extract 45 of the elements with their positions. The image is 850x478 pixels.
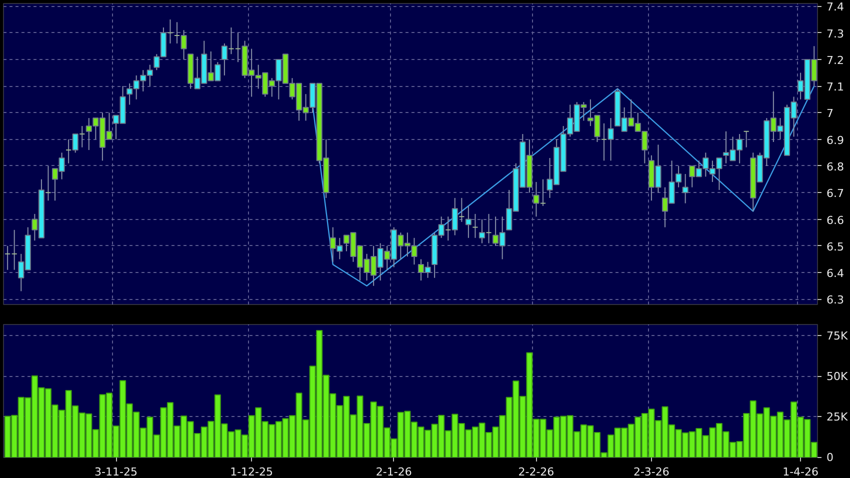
candlestick (11, 229, 18, 270)
x-tick-label: 2-2-26 (518, 466, 554, 478)
x-tick-label: 2-1-26 (376, 466, 412, 478)
y-tick-label: 75K (826, 329, 848, 342)
candlestick (682, 173, 688, 204)
y-tick-label: 25K (826, 410, 848, 424)
candlestick (533, 181, 540, 218)
y-tick-label: 7.4 (826, 0, 844, 14)
candlestick (79, 126, 86, 148)
candlestick (72, 134, 78, 154)
y-tick-label: 6.7 (826, 187, 844, 200)
candlestick (458, 197, 465, 222)
x-tick-label: 3-11-25 (94, 466, 138, 478)
candlestick (66, 138, 72, 164)
candlestick (540, 178, 546, 206)
candlestick (180, 30, 187, 60)
candlestick (174, 22, 180, 44)
y-tick-label: 7.2 (826, 54, 844, 67)
candlestick (472, 213, 478, 238)
y-tick-label: 50K (826, 370, 848, 383)
candlestick (478, 218, 486, 244)
y-tick-label: 6.3 (826, 294, 844, 307)
y-tick-label: 6.5 (826, 240, 844, 254)
candlestick (4, 245, 11, 270)
y-tick-label: 6.4 (826, 267, 844, 280)
x-tick-label: 1-12-25 (230, 466, 274, 478)
y-tick-label: 0 (826, 451, 834, 464)
candlestick (486, 213, 492, 244)
candlestick (221, 42, 228, 76)
candlestick (45, 165, 52, 202)
y-tick-label: 6.8 (826, 160, 844, 174)
y-tick-label: 6.6 (826, 214, 844, 227)
y-tick-label: 6.9 (826, 134, 844, 147)
candlestick (600, 122, 608, 162)
x-tick-label: 1-4-26 (782, 466, 819, 478)
x-tick-label: 2-3-26 (633, 466, 670, 478)
candlestick (167, 18, 174, 44)
candlestick (465, 205, 472, 238)
candlestick (608, 118, 614, 162)
candlestick (445, 216, 452, 242)
candlestick (452, 197, 458, 236)
y-tick-label: 7.1 (826, 80, 844, 94)
y-tick-label: 7 (826, 107, 834, 120)
candlestick (743, 130, 750, 148)
y-tick-label: 7.3 (826, 27, 844, 40)
